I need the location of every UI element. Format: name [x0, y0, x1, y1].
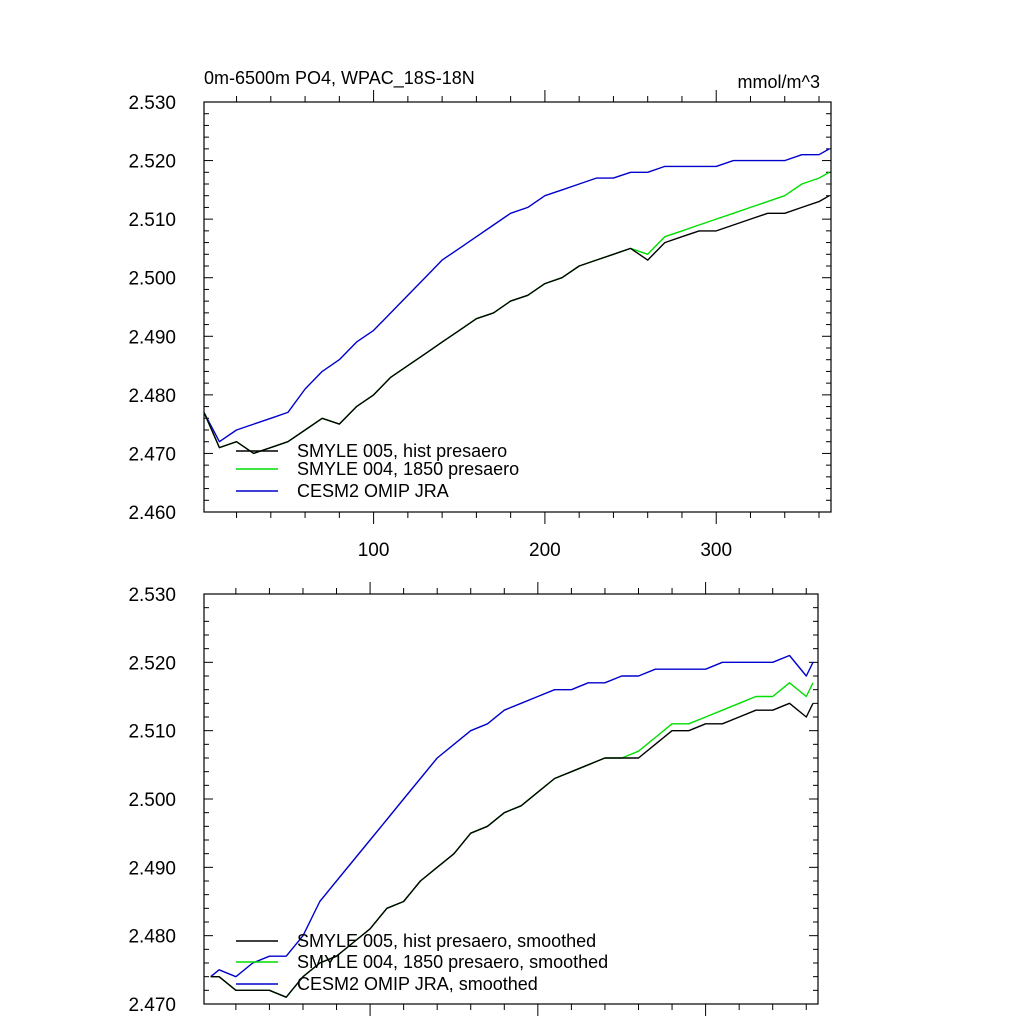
panel-top-legend: SMYLE 005, hist presaero SMYLE 004, 1850… — [236, 441, 519, 501]
legend-label-cesm2-smoothed: CESM2 OMIP JRA, smoothed — [297, 974, 538, 994]
legend-label-smyle-004-smoothed: SMYLE 004, 1850 presaero, smoothed — [297, 952, 608, 972]
y-tick-label: 2.520 — [128, 653, 176, 674]
panel-bottom-series — [210, 654, 814, 998]
panel-bottom: 2.470 2.480 2.490 2.500 2.510 2.520 2.530 SMYL… — [128, 582, 819, 1016]
y-tick-label: 2.490 — [128, 858, 176, 879]
panel-top-ticks: 2.460 2.470 2.480 2.490 2.500 2.510 2.520 2.530… — [128, 90, 831, 561]
y-tick-label: 2.530 — [128, 585, 176, 606]
y-tick-label: 2.480 — [128, 927, 176, 948]
series-line-smyle-005-hist-presaero — [203, 195, 830, 455]
panel-top-units: mmol/m^3 — [738, 72, 820, 92]
series-line-cesm2-omip-jra-smoothed — [210, 654, 814, 978]
panel-top-title: 0m-6500m PO4, WPAC_18S-18N — [204, 68, 475, 89]
y-tick-label: 2.460 — [128, 503, 176, 524]
y-tick-label: 2.500 — [128, 790, 176, 811]
x-tick-label: 300 — [700, 540, 732, 561]
x-tick-label: 200 — [529, 540, 561, 561]
series-line-smyle-004-1850-presaero — [203, 171, 830, 455]
y-tick-label: 2.510 — [128, 722, 176, 743]
y-tick-label: 2.500 — [128, 269, 176, 290]
legend-label-smyle-005-smoothed: SMYLE 005, hist presaero, smoothed — [297, 931, 596, 951]
series-line-smyle-005-hist-presaero-smoothed — [210, 702, 814, 998]
series-line-cesm2-omip-jra — [203, 148, 830, 443]
y-tick-label: 2.530 — [128, 93, 176, 114]
panel-bottom-ticks: 2.470 2.480 2.490 2.500 2.510 2.520 2.530 — [128, 582, 818, 1016]
legend-label-cesm2: CESM2 OMIP JRA — [297, 481, 449, 501]
panel-top-frame — [203, 101, 832, 513]
legend-label-smyle-004: SMYLE 004, 1850 presaero — [297, 459, 519, 479]
x-tick-label: 100 — [358, 540, 390, 561]
legend-label-smyle-005: SMYLE 005, hist presaero — [297, 441, 507, 461]
y-tick-label: 2.490 — [128, 327, 176, 348]
panel-top-series — [203, 148, 830, 455]
y-tick-label: 2.520 — [128, 152, 176, 173]
y-tick-label: 2.470 — [128, 444, 176, 465]
y-tick-label: 2.510 — [128, 210, 176, 231]
panel-bottom-legend: SMYLE 005, hist presaero, smoothed SMYLE… — [236, 931, 608, 994]
panel-top: 0m-6500m PO4, WPAC_18S-18N mmol/m^3 2.46… — [128, 68, 832, 561]
y-tick-label: 2.470 — [128, 995, 176, 1016]
y-tick-label: 2.480 — [128, 386, 176, 407]
